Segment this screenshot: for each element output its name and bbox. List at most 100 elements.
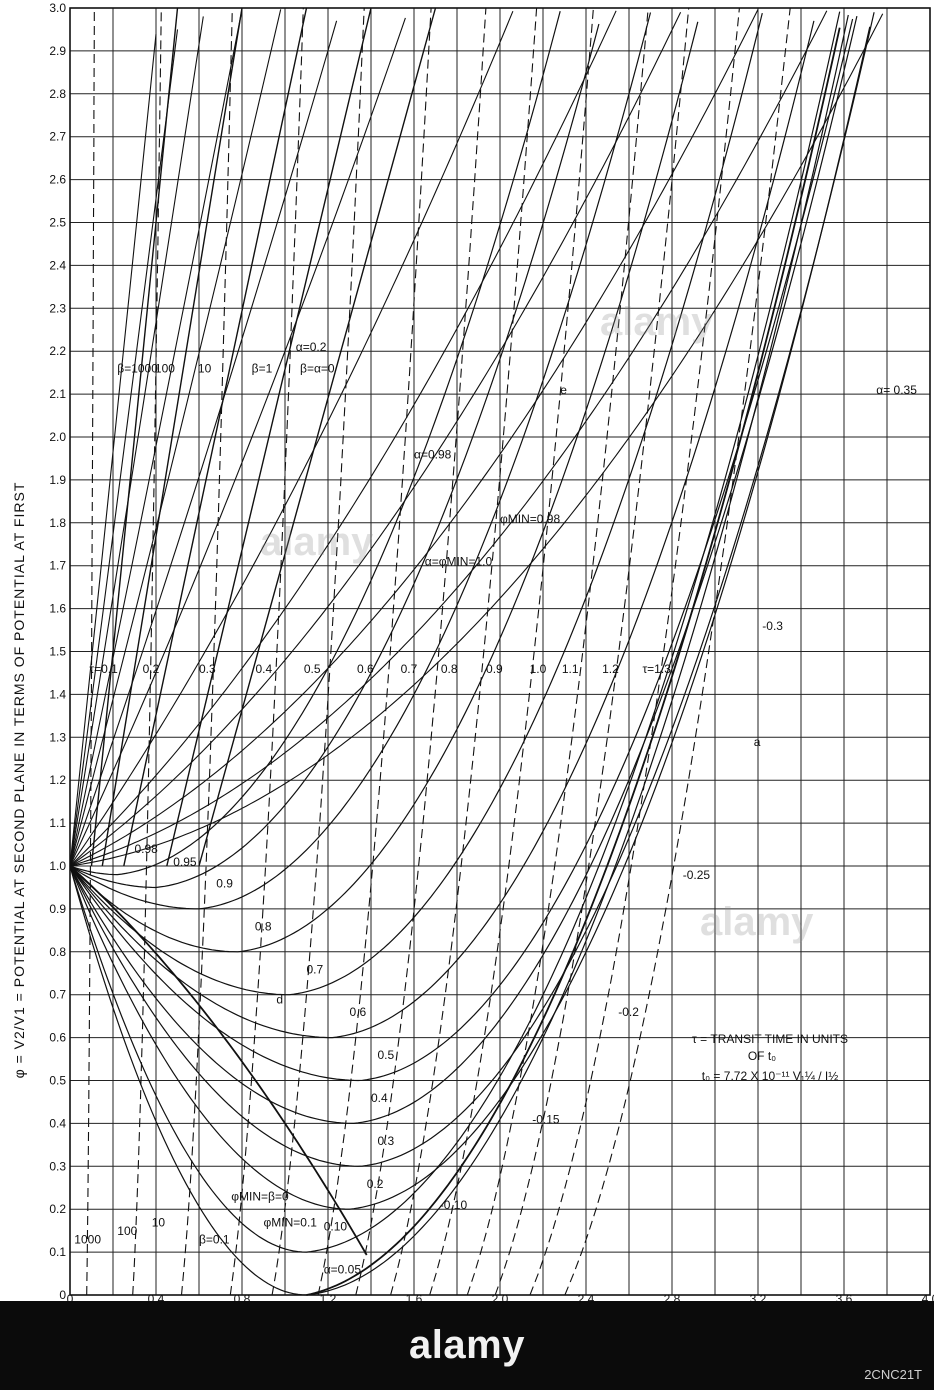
- tau-line-label: 0.2: [143, 662, 160, 676]
- tau-dashed-line: [229, 7, 304, 1296]
- beta-line: [123, 7, 308, 867]
- tau-dashed-line: [466, 7, 649, 1296]
- y-tick-label: 2.7: [49, 130, 66, 144]
- rising-curve: [69, 20, 338, 867]
- rising-curve: [69, 10, 617, 867]
- rising-curve: [69, 9, 759, 867]
- right-curve-label: -0.10: [440, 1198, 468, 1212]
- rising-curve: [69, 34, 157, 867]
- alpha-curve-label: 0.95: [173, 855, 197, 869]
- alpha-curve-label: 0.9: [216, 876, 233, 890]
- chart-svg: 0 0.4 0.8 1.2 1.6 2.0 2.4 2.8 3.2 3.6 4.0 0 0.1 0.2 0.…: [11, 1, 934, 1301]
- x-tick-label: 3.2: [750, 1292, 767, 1301]
- y-tick-label: 1.7: [49, 559, 66, 573]
- y-tick-label: 1.2: [49, 773, 66, 787]
- right-curve-label: -0.25: [683, 868, 711, 882]
- y-tick-label: 2.5: [49, 216, 66, 230]
- rising-curve: [69, 10, 514, 867]
- rising-curve: [69, 16, 204, 867]
- transit-time-note: τ = TRANSIT TIME IN UNITS OF t₀ t₀ = 7.7…: [692, 1032, 848, 1083]
- beta-line: [166, 7, 372, 867]
- alpha-curve-label: 0.4: [371, 1091, 388, 1105]
- tau-dashed-line: [429, 7, 594, 1296]
- curve-letter-label: a: [754, 735, 761, 749]
- tau-line-label: 0.9: [486, 662, 503, 676]
- alpha-curve-label: 0.5: [377, 1048, 394, 1062]
- x-tick-label: 3.6: [836, 1292, 853, 1301]
- x-tick-label: 4.0: [922, 1292, 934, 1301]
- x-tick-label: 0: [67, 1292, 74, 1301]
- alpha-curve: [69, 11, 561, 876]
- x-tick-label: 0.4: [148, 1292, 165, 1301]
- other-curve-label: β=0.1: [199, 1233, 230, 1247]
- envelope-curve-d: [69, 865, 368, 1256]
- alpha-curve: [69, 26, 871, 1210]
- other-curve-label: 100: [117, 1224, 137, 1238]
- y-tick-label: 0.6: [49, 1031, 66, 1045]
- y-tick-label: 0.8: [49, 945, 66, 959]
- alpha-curve: [69, 18, 854, 1082]
- rising-curve: [69, 17, 406, 867]
- tau-dashed-line: [390, 7, 538, 1296]
- x-tick-label: 1.6: [406, 1292, 423, 1301]
- tau-line-label: 0.5: [304, 662, 321, 676]
- tau-dashed-line: [355, 7, 487, 1296]
- tau-dashed-line: [86, 8, 95, 1296]
- y-tick-label: 0: [59, 1288, 66, 1301]
- tau-dashed-line: [317, 7, 432, 1296]
- y-tick-label: 0.2: [49, 1202, 66, 1216]
- other-curve-label: φMIN=0.1: [264, 1215, 318, 1229]
- beta-line: [101, 7, 243, 867]
- y-tick-label: 1.8: [49, 516, 66, 530]
- alpha-curve: [69, 21, 699, 953]
- y-tick-label: 0.9: [49, 902, 66, 916]
- y-tick-label: 2.0: [49, 430, 66, 444]
- other-curve-label: α=0.2: [296, 340, 327, 354]
- beta-line-label: 10: [198, 362, 212, 376]
- watermark-band: alamy 2CNC21T: [0, 1301, 934, 1390]
- other-curve-label: 10: [152, 1215, 166, 1229]
- y-tick-label: 1.1: [49, 816, 66, 830]
- y-tick-label: 1.5: [49, 645, 66, 659]
- y-tick-label: 2.4: [49, 258, 66, 272]
- watermark-brand: alamy: [409, 1323, 525, 1367]
- other-curve-label: α=φMIN=1.0: [425, 555, 493, 569]
- y-tick-label: 1.9: [49, 473, 66, 487]
- y-tick-label: 1.6: [49, 602, 66, 616]
- alpha-curve: [69, 11, 841, 1253]
- other-curve-label: φMIN=β=0: [231, 1190, 289, 1204]
- y-tick-label: 0.4: [49, 1116, 66, 1130]
- alpha-curve: [69, 20, 815, 1039]
- tau-line-label: τ=0.1: [89, 662, 118, 676]
- tau-line-label: 0.8: [441, 662, 458, 676]
- chart-labels: 0 0.4 0.8 1.2 1.6 2.0 2.4 2.8 3.2 3.6 4.0 0 0.1 0.2 0.…: [49, 1, 934, 1301]
- rising-curve: [69, 13, 884, 867]
- x-tick-label: 2.8: [664, 1292, 681, 1301]
- tau-line-label: 0.4: [255, 662, 272, 676]
- alpha-curve-label: 0.98: [135, 842, 159, 856]
- other-curve-label: 1000: [74, 1233, 101, 1247]
- curve-letter-label: d: [276, 992, 283, 1006]
- tau-line-label: 0.6: [357, 662, 374, 676]
- y-tick-label: 2.3: [49, 301, 66, 315]
- alpha-curve-label: 0.3: [377, 1134, 394, 1148]
- y-tick-label: 0.1: [49, 1245, 66, 1259]
- alpha-curve: [69, 12, 875, 1167]
- y-tick-label: 2.6: [49, 173, 66, 187]
- y-tick-label: 0.3: [49, 1159, 66, 1173]
- tau-dashed-line: [271, 7, 365, 1296]
- tau-line-label: τ=1.3: [642, 662, 671, 676]
- alpha-curve-label: 0.7: [307, 962, 324, 976]
- curve-letter-label: e: [560, 383, 567, 397]
- right-curve-label: -0.3: [762, 619, 783, 633]
- y-axis-label: φ = V2/V1 = POTENTIAL AT SECOND PLANE IN…: [11, 482, 27, 1079]
- x-tick-label: 2.0: [492, 1292, 509, 1301]
- tau-dashed-line: [132, 7, 162, 1296]
- x-tick-label: 0.8: [234, 1292, 251, 1301]
- rising-curve: [69, 29, 179, 867]
- rising-curve: [69, 9, 243, 867]
- beta-line: [90, 7, 179, 867]
- alpha-curve-label: 0.6: [350, 1005, 367, 1019]
- beta-line-label: β=α=0: [300, 362, 335, 376]
- beta-line-label: β=1000: [117, 362, 158, 376]
